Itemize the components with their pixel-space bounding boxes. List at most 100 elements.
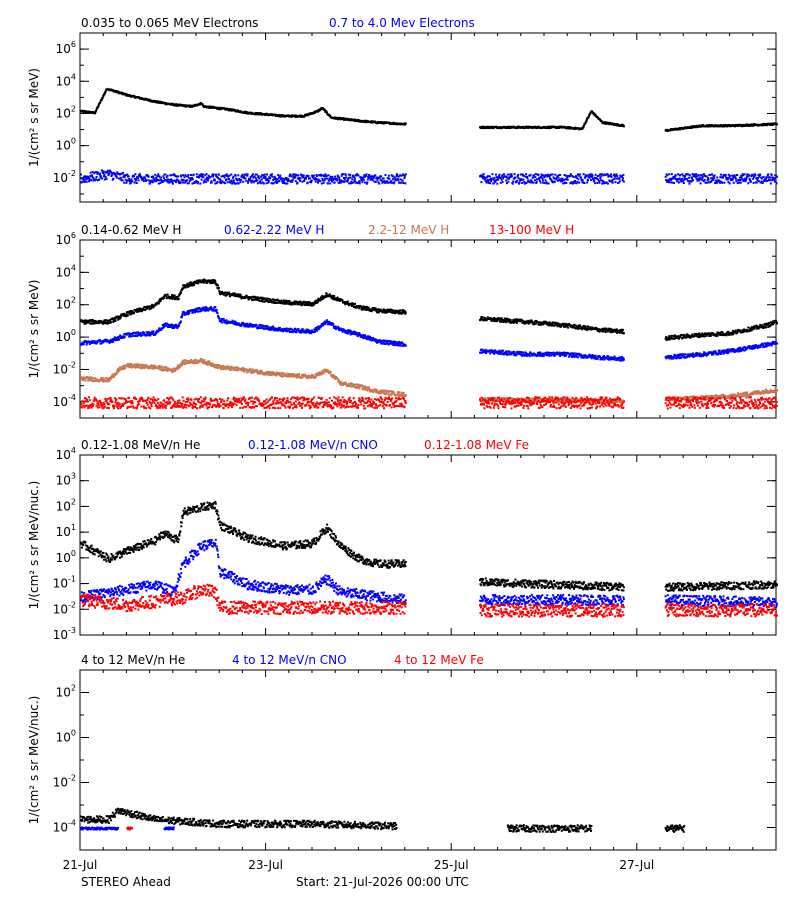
data-point <box>557 322 560 325</box>
data-point <box>245 294 248 297</box>
data-point <box>526 175 528 178</box>
data-point <box>148 182 151 185</box>
data-point <box>589 175 592 178</box>
data-point <box>310 179 313 182</box>
data-point <box>490 180 493 183</box>
data-point <box>479 319 482 322</box>
data-point <box>259 175 262 178</box>
data-point <box>293 302 295 304</box>
data-point <box>774 180 777 183</box>
data-point <box>502 349 505 352</box>
data-point <box>308 301 311 304</box>
data-point <box>247 181 249 184</box>
data-point <box>107 320 110 323</box>
data-point <box>386 180 389 183</box>
data-point <box>600 120 603 123</box>
data-point <box>549 178 552 181</box>
data-point <box>152 306 155 309</box>
data-point <box>294 303 297 306</box>
data-point <box>102 172 105 175</box>
data-point <box>392 175 395 178</box>
data-point <box>88 177 91 180</box>
data-point <box>346 178 349 181</box>
data-point <box>561 177 564 180</box>
data-point <box>593 176 596 179</box>
data-point <box>279 114 282 117</box>
data-point <box>251 299 254 302</box>
data-point <box>375 310 378 313</box>
data-point <box>332 298 335 301</box>
data-point <box>571 175 574 177</box>
data-point <box>399 178 402 181</box>
data-point <box>301 180 304 183</box>
data-point <box>479 174 482 177</box>
data-point <box>227 175 230 178</box>
data-point <box>566 178 569 181</box>
data-point <box>759 173 762 176</box>
data-point <box>254 180 257 182</box>
data-point <box>677 173 679 176</box>
data-point <box>165 176 168 179</box>
data-point <box>531 181 534 184</box>
data-point <box>164 173 167 176</box>
data-point <box>241 176 244 179</box>
data-point <box>263 173 266 176</box>
data-point <box>204 174 207 177</box>
data-point <box>732 181 735 184</box>
data-point <box>533 321 536 324</box>
data-point <box>186 284 189 287</box>
data-point <box>110 171 112 174</box>
data-point <box>505 321 508 324</box>
data-point <box>728 182 731 185</box>
data-point <box>724 173 727 176</box>
data-point <box>305 174 308 177</box>
data-point <box>523 180 526 183</box>
data-point <box>404 312 407 315</box>
data-point <box>752 124 755 127</box>
data-point <box>255 298 258 301</box>
data-point <box>579 173 582 176</box>
data-point <box>617 181 620 184</box>
data-point <box>591 175 593 178</box>
data-point <box>217 173 220 176</box>
data-point <box>704 174 706 177</box>
data-point <box>401 311 404 314</box>
data-point <box>206 281 209 284</box>
data-point <box>365 182 368 185</box>
data-point <box>545 321 548 324</box>
data-point <box>744 180 747 183</box>
data-point <box>348 182 351 185</box>
data-point <box>509 318 512 321</box>
data-point <box>745 177 748 180</box>
data-point <box>219 180 222 182</box>
data-point <box>324 173 327 176</box>
data-point <box>88 343 91 346</box>
data-point <box>584 122 587 125</box>
data-point <box>704 181 707 184</box>
data-point <box>261 298 264 301</box>
data-point <box>208 106 211 109</box>
data-point <box>153 180 156 183</box>
data-point <box>732 176 735 179</box>
data-point <box>171 179 173 182</box>
data-point <box>167 178 170 181</box>
data-point <box>91 321 94 324</box>
data-point <box>182 179 185 181</box>
data-point <box>369 178 372 181</box>
data-point <box>582 126 585 129</box>
data-point <box>283 179 286 182</box>
data-point <box>485 319 488 322</box>
data-point <box>524 322 527 325</box>
data-point <box>575 175 578 178</box>
data-point <box>378 182 381 185</box>
data-point <box>358 307 361 310</box>
data-point <box>253 298 256 301</box>
data-point <box>524 175 527 178</box>
data-point <box>397 179 400 182</box>
data-point <box>205 181 208 184</box>
data-point <box>514 176 517 179</box>
data-point <box>347 302 350 305</box>
data-point <box>506 127 509 129</box>
data-point <box>84 320 86 323</box>
data-point <box>250 180 253 182</box>
